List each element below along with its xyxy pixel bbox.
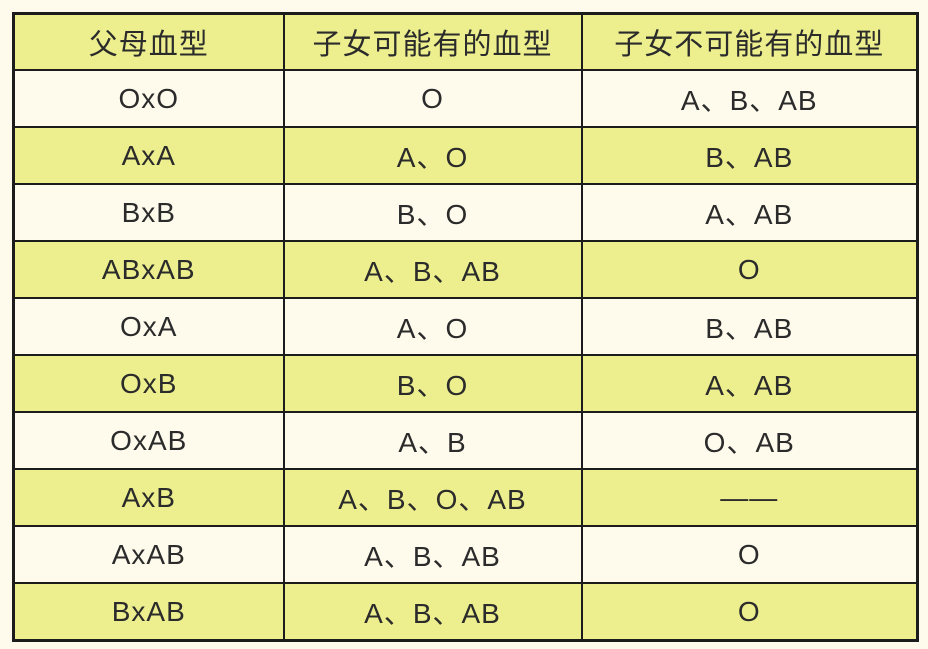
cell-children-impossible: O、AB bbox=[580, 411, 919, 470]
cell-children-impossible: —— bbox=[580, 468, 919, 527]
cell-children-impossible: A、B、AB bbox=[580, 69, 919, 128]
cell-children-impossible: O bbox=[580, 582, 919, 642]
cell-parents-blood-type: BxB bbox=[12, 183, 285, 242]
cell-parents-blood-type: AxA bbox=[12, 126, 285, 185]
table-row: BxAB A、B、AB O bbox=[12, 582, 919, 642]
cell-children-possible: A、B、AB bbox=[282, 240, 583, 299]
cell-children-impossible: A、AB bbox=[580, 183, 919, 242]
cell-children-possible: A、B、AB bbox=[282, 525, 583, 584]
cell-children-possible: B、O bbox=[282, 354, 583, 413]
table-row: AxA A、O B、AB bbox=[12, 126, 919, 185]
cell-children-impossible: A、AB bbox=[580, 354, 919, 413]
cell-children-possible: O bbox=[282, 69, 583, 128]
table-row: OxO O A、B、AB bbox=[12, 69, 919, 128]
cell-parents-blood-type: AxB bbox=[12, 468, 285, 527]
cell-children-possible: A、B bbox=[282, 411, 583, 470]
cell-parents-blood-type: ABxAB bbox=[12, 240, 285, 299]
cell-parents-blood-type: OxO bbox=[12, 69, 285, 128]
blood-type-table: 父母血型 子女可能有的血型 子女不可能有的血型 OxO O A、B、AB AxA A、O… bbox=[12, 12, 919, 642]
cell-children-possible: A、O bbox=[282, 126, 583, 185]
table-row: ABxAB A、B、AB O bbox=[12, 240, 919, 299]
cell-parents-blood-type: AxAB bbox=[12, 525, 285, 584]
header-children-impossible-blood-type: 子女不可能有的血型 bbox=[580, 12, 919, 71]
table-row: AxB A、B、O、AB —— bbox=[12, 468, 919, 527]
table-row: OxB B、O A、AB bbox=[12, 354, 919, 413]
table-row: OxAB A、B O、AB bbox=[12, 411, 919, 470]
table-body: OxO O A、B、AB AxA A、O B、AB BxB B、O A、AB ABxAB A、B、A… bbox=[12, 69, 919, 642]
header-row: 父母血型 子女可能有的血型 子女不可能有的血型 bbox=[12, 12, 919, 71]
cell-parents-blood-type: OxB bbox=[12, 354, 285, 413]
table-row: OxA A、O B、AB bbox=[12, 297, 919, 356]
cell-children-possible: B、O bbox=[282, 183, 583, 242]
header-children-possible-blood-type: 子女可能有的血型 bbox=[282, 12, 583, 71]
cell-children-possible: A、B、AB bbox=[282, 582, 583, 642]
cell-children-impossible: B、AB bbox=[580, 126, 919, 185]
cell-children-impossible: O bbox=[580, 240, 919, 299]
cell-parents-blood-type: OxAB bbox=[12, 411, 285, 470]
cell-children-possible: A、B、O、AB bbox=[282, 468, 583, 527]
table-row: BxB B、O A、AB bbox=[12, 183, 919, 242]
table-row: AxAB A、B、AB O bbox=[12, 525, 919, 584]
cell-parents-blood-type: OxA bbox=[12, 297, 285, 356]
cell-parents-blood-type: BxAB bbox=[12, 582, 285, 642]
cell-children-impossible: O bbox=[580, 525, 919, 584]
cell-children-impossible: B、AB bbox=[580, 297, 919, 356]
cell-children-possible: A、O bbox=[282, 297, 583, 356]
header-parents-blood-type: 父母血型 bbox=[12, 12, 285, 71]
